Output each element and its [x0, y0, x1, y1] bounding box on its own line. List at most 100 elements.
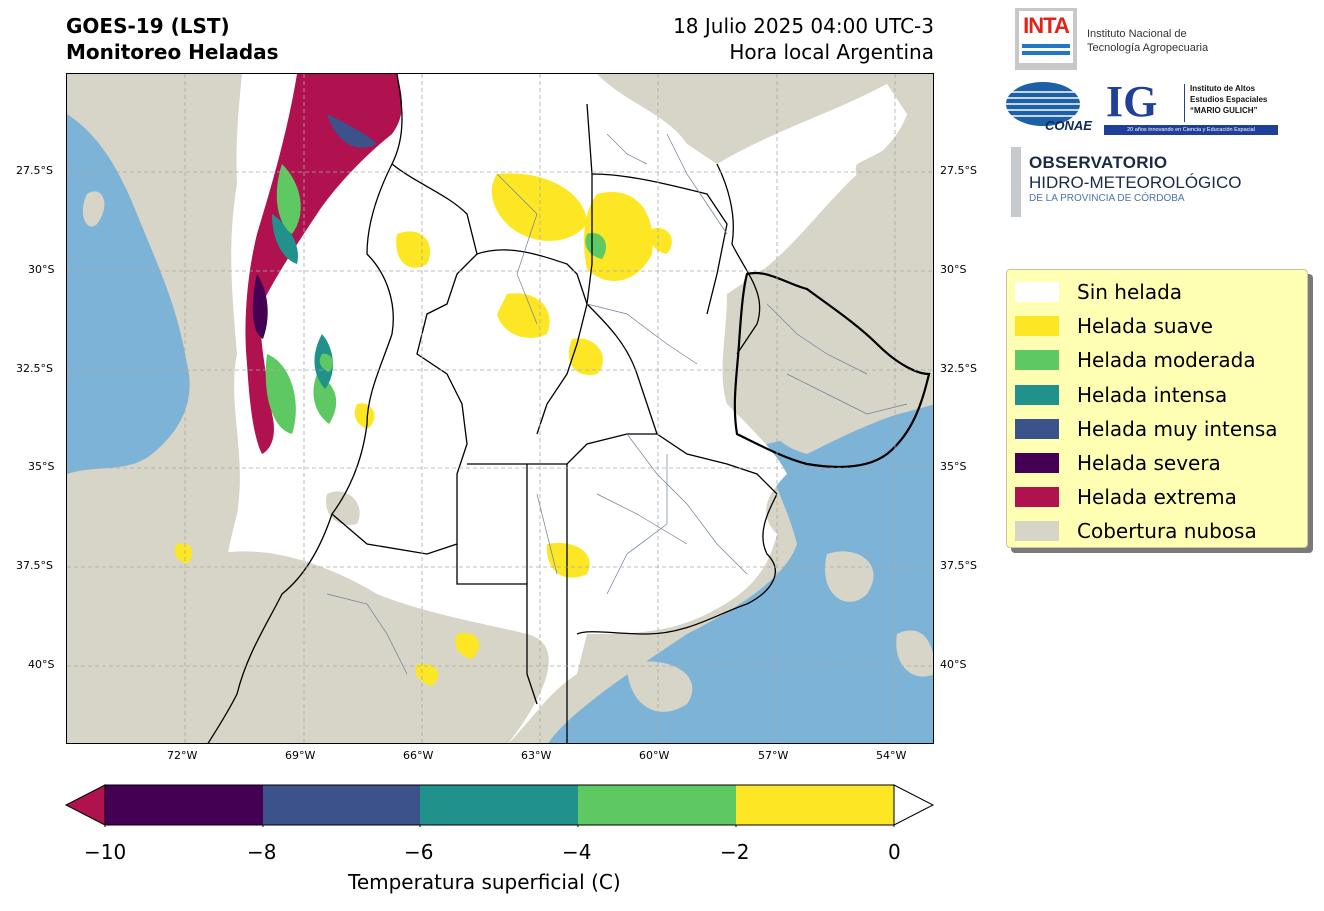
colorbar-tick: −4 [562, 840, 592, 864]
lat-label-left: 40°S [28, 658, 55, 671]
ig-logo: IG Instituto de Altos Estudios Espaciale… [1104, 76, 1278, 136]
legend-label: Helada intensa [1077, 382, 1228, 407]
legend-swatch [1015, 316, 1059, 337]
legend-item: Helada suave [1015, 309, 1307, 343]
lat-label-right: 37.5°S [940, 559, 977, 572]
colorbar-over-arrow [893, 784, 935, 826]
lat-label-left: 37.5°S [16, 559, 53, 572]
observatorio-line: DE LA PROVINCIA DE CÓRDOBA [1029, 193, 1185, 204]
conae-globe-icon [1006, 82, 1080, 126]
uruguay-clouds [735, 262, 933, 454]
frost-map [66, 73, 934, 744]
ig-name-line: Estudios Espaciales [1190, 95, 1268, 104]
date-line-2: Hora local Argentina [729, 40, 934, 64]
legend-swatch [1015, 487, 1059, 508]
colorbar-tick: 0 [888, 840, 901, 864]
andes-moderate-frost [276, 164, 301, 234]
lon-label: 63°W [521, 749, 552, 762]
lat-label-right: 27.5°S [940, 164, 977, 177]
date-line-1: 18 Julio 2025 04:00 UTC-3 [673, 14, 934, 38]
conae-text: CONAE [1045, 118, 1092, 133]
south-clouds [217, 551, 549, 743]
lat-label-left: 35°S [28, 460, 55, 473]
province-borders [207, 74, 778, 743]
lat-label-right: 35°S [940, 460, 967, 473]
legend-swatch [1015, 453, 1059, 474]
legend-item: Helada severa [1015, 446, 1307, 480]
ig-tagline: 20 años innovando en Ciencia y Educación… [1104, 125, 1278, 135]
inta-name-line: Tecnología Agropecuaria [1087, 42, 1209, 54]
map-datetime: 18 Julio 2025 04:00 UTC-3 Hora local Arg… [673, 13, 934, 65]
legend-label: Helada suave [1077, 314, 1213, 339]
legend-label: Helada moderada [1077, 348, 1256, 373]
legend-label: Helada extrema [1077, 485, 1237, 510]
lat-label-right: 30°S [940, 263, 967, 276]
observatorio-line: OBSERVATORIO [1029, 153, 1168, 172]
inta-name-line: Instituto Nacional de [1087, 28, 1187, 40]
colorbar-segment [420, 785, 578, 825]
ig-name: Instituto de Altos Estudios Espaciales “… [1190, 83, 1267, 116]
moderate-frost-patches [319, 233, 607, 372]
map-canvas [67, 74, 933, 743]
inta-logo: INTA [1015, 8, 1077, 70]
lon-label: 60°W [639, 749, 670, 762]
title-line-1: GOES-19 (LST) [66, 14, 230, 38]
colorbar-segment [578, 785, 736, 825]
legend-label: Cobertura nubosa [1077, 519, 1257, 544]
ig-name-line: “MARIO GULICH” [1190, 106, 1258, 115]
observatorio-line: HIDRO-METEOROLÓGICO [1029, 173, 1242, 192]
lon-label: 57°W [758, 749, 789, 762]
inta-name: Instituto Nacional de Tecnología Agropec… [1087, 27, 1208, 55]
inta-logo-text: INTA [1023, 13, 1070, 38]
andes-intense-frost [272, 214, 298, 264]
andes-severe-frost [252, 274, 268, 339]
legend-item: Helada extrema [1015, 480, 1307, 514]
ig-name-line: Instituto de Altos [1190, 84, 1256, 93]
legend-swatch [1015, 418, 1059, 439]
ig-logo-text: IG [1106, 77, 1158, 126]
legend-item: Helada muy intensa [1015, 412, 1307, 446]
colorbar-segment [105, 785, 263, 825]
andes-very-intense [327, 114, 377, 148]
legend-swatch [1015, 350, 1059, 371]
lon-label: 54°W [876, 749, 907, 762]
observatorio-bar [1011, 147, 1021, 217]
legend-item: Cobertura nubosa [1015, 514, 1307, 548]
lat-label-right: 40°S [940, 658, 967, 671]
lat-label-left: 32.5°S [16, 362, 53, 375]
colorbar-segment [736, 785, 894, 825]
lat-label-left: 27.5°S [16, 164, 53, 177]
colorbar [64, 784, 935, 827]
atlantic-ocean [548, 404, 933, 743]
legend-item: Helada intensa [1015, 378, 1307, 412]
lat-label-left: 30°S [28, 263, 55, 276]
conae-logo: CONAE [1005, 80, 1093, 136]
lon-label: 66°W [403, 749, 434, 762]
legend-swatch [1015, 384, 1059, 405]
legend-label: Helada muy intensa [1077, 416, 1278, 441]
lat-label-right: 32.5°S [940, 362, 977, 375]
map-title: GOES-19 (LST) Monitoreo Heladas [66, 13, 279, 65]
legend-item: Sin helada [1015, 275, 1307, 309]
lon-label: 72°W [167, 749, 198, 762]
lon-label: 69°W [285, 749, 316, 762]
colorbar-segment [263, 785, 420, 825]
uruguay-border [733, 271, 931, 469]
land-clear [222, 74, 907, 743]
legend-swatch [1015, 521, 1059, 542]
frost-legend: Sin helada Helada suave Helada moderada … [1006, 269, 1308, 548]
colorbar-label: Temperatura superficial (C) [348, 870, 621, 894]
gridlines [67, 74, 933, 743]
pacific-ocean [67, 114, 190, 474]
legend-item: Helada moderada [1015, 343, 1307, 377]
legend-swatch [1015, 282, 1059, 303]
colorbar-tick: −6 [404, 840, 434, 864]
legend-label: Sin helada [1077, 280, 1183, 305]
colorbar-under-arrow [64, 784, 106, 826]
department-lines [326, 133, 908, 675]
colorbar-tick: −8 [247, 840, 277, 864]
colorbar-tick: −10 [84, 840, 127, 864]
title-line-2: Monitoreo Heladas [66, 40, 279, 64]
observatorio-logo: OBSERVATORIO HIDRO-METEOROLÓGICO DE LA P… [1029, 153, 1242, 205]
legend-label: Helada severa [1077, 451, 1221, 476]
